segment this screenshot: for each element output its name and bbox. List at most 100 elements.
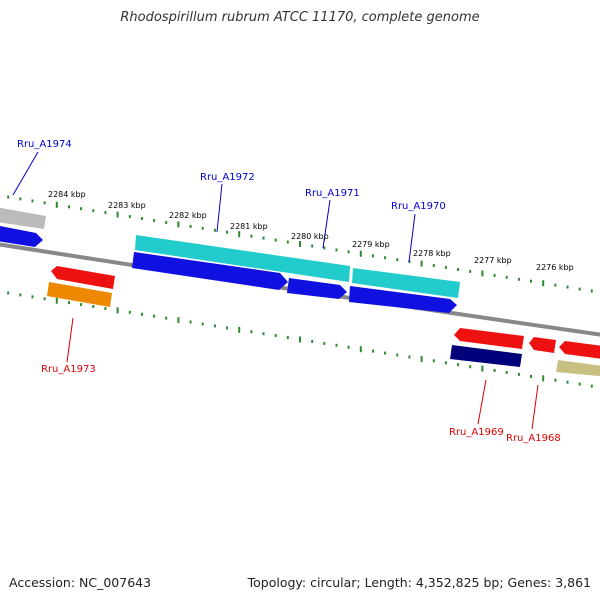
minor-tick [590,289,593,293]
minor-tick [262,332,265,336]
minor-tick [396,353,399,357]
minor-tick [140,217,143,220]
minor-tick [19,197,22,201]
major-tick [420,260,423,267]
minor-tick [262,236,265,240]
minor-tick [286,336,289,340]
feature-cds-red[interactable] [529,337,556,353]
minor-tick [128,215,131,219]
tick-label: 2282 kbp [169,211,207,220]
tick-label: 2280 kbp [291,232,329,241]
minor-tick [311,339,314,343]
minor-tick [68,301,70,305]
feature-cds-red[interactable] [51,266,115,289]
minor-tick [213,228,216,232]
minor-tick [250,330,253,334]
forward-leader-lines [12,151,416,263]
minor-tick [444,266,447,269]
minor-tick [165,220,168,224]
minor-tick [19,293,22,297]
minor-tick [165,316,168,320]
minor-tick [31,295,34,299]
minor-tick [493,369,496,372]
gene-label-rru-a1972[interactable]: Rru_A1972 [200,172,255,183]
gene-label-rru-a1971[interactable]: Rru_A1971 [305,188,360,199]
minor-tick [578,382,581,386]
minor-tick [104,307,107,310]
gene-label-rru-a1974[interactable]: Rru_A1974 [17,139,72,150]
minor-tick [153,219,156,222]
minor-tick [250,234,253,238]
minor-tick [335,248,338,252]
tick-label: 2278 kbp [413,249,451,258]
feature-cds-blue[interactable] [132,252,288,290]
minor-tick [505,275,508,279]
tick-marks [7,195,593,388]
feature-rru-a1973-orange[interactable] [47,282,112,307]
minor-tick [189,224,192,228]
minor-tick [311,244,314,248]
minor-tick [189,320,192,324]
minor-tick [384,256,387,260]
major-tick [299,241,301,247]
minor-tick [274,238,277,242]
major-tick [299,336,301,343]
minor-tick [43,201,46,205]
feature-rru-a1972-cyan[interactable] [135,235,350,282]
feature-cds-blue[interactable] [287,278,347,299]
feature-rru-a1969-navy[interactable] [450,345,522,367]
feature-rru-a1970-cyan[interactable] [352,268,460,298]
major-tick [55,201,58,208]
minor-tick [31,199,34,203]
major-tick [238,231,241,238]
tick-label: 2276 kbp [536,263,574,272]
feature-cds-red[interactable] [559,341,600,360]
minor-tick [43,297,46,301]
major-tick [359,250,362,257]
minor-tick [140,312,143,316]
major-tick [238,326,241,333]
gene-label-rru-a1973[interactable]: Rru_A1973 [41,364,96,375]
minor-tick [530,374,532,378]
minor-tick [517,372,520,376]
genome-summary-text: Topology: circular; Length: 4,352,825 bp… [247,575,591,590]
feature-cds-blue[interactable] [349,286,457,313]
major-tick [542,375,545,382]
reverse-gene-labels: Rru_A1973 Rru_A1969 Rru_A1968 [41,364,561,444]
gene-label-rru-a1968[interactable]: Rru_A1968 [506,433,561,444]
feature-rru-a1968-olive[interactable] [556,360,600,377]
major-tick [177,221,180,228]
major-tick [177,317,180,324]
gene-label-rru-a1969[interactable]: Rru_A1969 [449,427,504,438]
feature-cds-grey[interactable] [0,206,46,229]
tick-label: 2277 kbp [474,256,512,265]
minor-tick [104,211,107,215]
minor-tick [444,361,447,365]
major-tick [420,355,423,362]
gene-label-rru-a1970[interactable]: Rru_A1970 [391,201,446,212]
feature-cds-red[interactable] [454,328,524,349]
feature-cds-blue[interactable] [0,224,43,247]
minor-tick [384,351,387,355]
minor-tick [372,349,374,353]
minor-tick [7,195,10,199]
forward-gene-labels: Rru_A1974 Rru_A1972 Rru_A1971 Rru_A1970 [17,139,446,212]
minor-tick [432,359,435,363]
major-tick [55,297,58,304]
minor-tick [80,303,83,307]
minor-tick [7,291,10,295]
minor-tick [457,268,460,271]
minor-tick [590,384,593,388]
accession-text: Accession: NC_007643 [9,575,152,590]
minor-tick [469,269,472,273]
minor-tick [432,264,435,268]
major-tick [481,365,484,372]
minor-tick [68,205,70,209]
minor-tick [226,326,228,330]
tick-label: 2279 kbp [352,240,390,249]
minor-tick [505,371,508,374]
minor-tick [226,230,228,234]
major-tick [481,270,484,277]
major-tick [116,307,119,314]
